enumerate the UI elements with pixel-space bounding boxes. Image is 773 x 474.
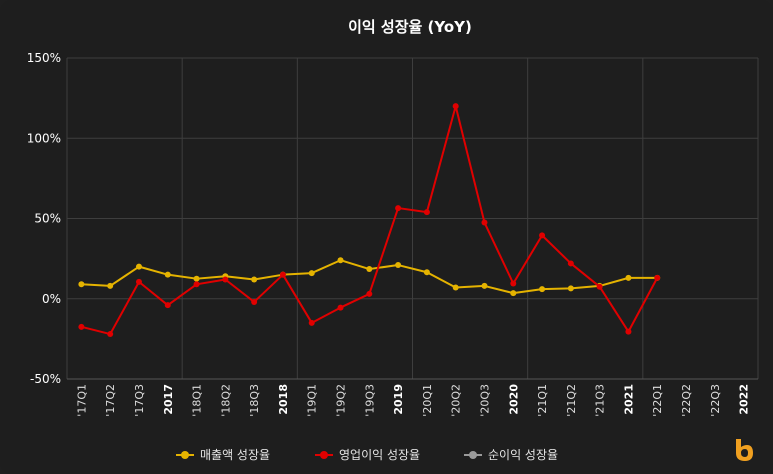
series-line-1	[81, 105, 659, 336]
x-tick-label: '21Q1	[536, 384, 549, 417]
x-tick-label: 2020	[507, 384, 520, 415]
data-point	[423, 209, 430, 216]
data-point	[251, 298, 258, 305]
data-point	[164, 302, 171, 309]
data-point	[193, 281, 200, 288]
legend-item-0[interactable]: 매출액 성장율	[176, 448, 270, 462]
y-axis: 150% 100% 50% 0% -50%	[27, 51, 61, 386]
legend-label: 순이익 성장율	[488, 448, 558, 462]
data-point	[337, 304, 344, 311]
x-tick-label: '20Q1	[421, 384, 434, 417]
data-point	[135, 278, 142, 285]
data-point	[78, 323, 85, 330]
x-tick-label: 2022	[738, 384, 751, 415]
data-point	[452, 103, 459, 110]
data-point	[222, 276, 229, 283]
y-tick-label: 50%	[34, 212, 61, 226]
data-point	[78, 281, 85, 288]
legend-label: 매출액 성장율	[200, 448, 270, 462]
x-tick-label: '20Q3	[478, 384, 491, 417]
x-tick-label: '22Q3	[709, 384, 722, 417]
grid	[66, 57, 759, 380]
x-tick-label: '20Q2	[450, 384, 463, 417]
legend-label: 영업이익 성장율	[339, 448, 420, 462]
data-point	[337, 257, 344, 264]
data-point	[251, 276, 258, 283]
x-tick-label: '22Q2	[680, 384, 693, 417]
y-tick-label: 150%	[27, 51, 61, 65]
x-tick-label: '19Q3	[363, 384, 376, 417]
legend-marker	[320, 451, 328, 459]
legend-marker	[469, 451, 477, 459]
data-point	[279, 271, 286, 278]
data-point	[164, 271, 171, 278]
data-point	[539, 286, 546, 293]
data-point	[366, 266, 373, 273]
x-tick-label: 2019	[392, 384, 405, 415]
data-point	[423, 269, 430, 276]
data-point	[567, 285, 574, 292]
x-tick-label: '19Q2	[335, 384, 348, 417]
data-point	[510, 290, 517, 297]
y-tick-label: 100%	[27, 131, 61, 145]
data-point	[366, 290, 373, 297]
data-point	[510, 280, 517, 287]
data-point	[308, 270, 315, 277]
x-tick-label: '21Q3	[594, 384, 607, 417]
data-point	[107, 282, 114, 289]
legend-marker	[181, 451, 189, 459]
x-tick-label: '18Q1	[191, 384, 204, 417]
data-point	[567, 260, 574, 267]
data-point	[539, 232, 546, 239]
x-tick-label: '22Q1	[651, 384, 664, 417]
x-tick-label: 2021	[622, 384, 635, 415]
data-point	[481, 219, 488, 226]
legend: 매출액 성장율 영업이익 성장율 순이익 성장율	[176, 448, 558, 462]
x-tick-label: '19Q1	[306, 384, 319, 417]
data-point	[481, 282, 488, 289]
data-point	[625, 274, 632, 281]
x-tick-label: '17Q1	[75, 384, 88, 417]
y-tick-label: 0%	[42, 292, 61, 306]
data-point	[193, 275, 200, 282]
data-point	[107, 331, 114, 338]
x-tick-label: '17Q3	[133, 384, 146, 417]
x-tick-label: '21Q2	[565, 384, 578, 417]
x-tick-label: '18Q3	[248, 384, 261, 417]
legend-item-2[interactable]: 순이익 성장율	[464, 448, 558, 462]
series-lines	[78, 103, 661, 338]
data-point	[395, 205, 402, 212]
y-tick-label: -50%	[30, 372, 61, 386]
data-point	[395, 262, 402, 269]
data-point	[135, 263, 142, 270]
legend-item-1[interactable]: 영업이익 성장율	[315, 448, 420, 462]
x-tick-label: 2017	[162, 384, 175, 415]
x-axis: '17Q1 '17Q2 '17Q3 2017 '18Q1 '18Q2 '18Q3 2018 '1…	[75, 384, 750, 417]
x-tick-label: '18Q2	[219, 384, 232, 417]
data-point	[452, 284, 459, 291]
data-point	[596, 283, 603, 290]
x-tick-label: 2018	[277, 384, 290, 415]
chart-title: 이익 성장율 (YoY)	[348, 18, 472, 36]
b-logo-icon	[736, 439, 753, 461]
data-point	[625, 328, 632, 335]
data-point	[654, 274, 661, 281]
data-point	[308, 319, 315, 326]
x-tick-label: '17Q2	[104, 384, 117, 417]
